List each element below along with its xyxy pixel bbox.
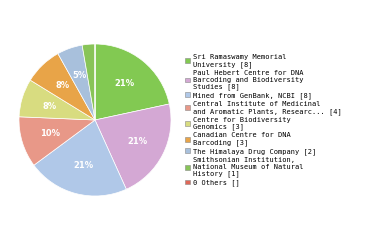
Wedge shape — [82, 44, 95, 120]
Legend: Sri Ramaswamy Memorial
University [8], Paul Hebert Centre for DNA
Barcoding and : Sri Ramaswamy Memorial University [8], P… — [184, 53, 343, 187]
Text: 8%: 8% — [43, 102, 57, 111]
Wedge shape — [95, 44, 169, 120]
Text: 21%: 21% — [114, 79, 135, 88]
Wedge shape — [19, 117, 95, 165]
Wedge shape — [95, 104, 171, 189]
Wedge shape — [19, 80, 95, 120]
Wedge shape — [30, 54, 95, 120]
Text: 21%: 21% — [127, 137, 147, 146]
Text: 8%: 8% — [55, 82, 70, 90]
Wedge shape — [58, 45, 95, 120]
Wedge shape — [34, 120, 126, 196]
Text: 21%: 21% — [73, 161, 93, 170]
Text: 10%: 10% — [40, 129, 60, 138]
Text: 5%: 5% — [72, 71, 86, 80]
